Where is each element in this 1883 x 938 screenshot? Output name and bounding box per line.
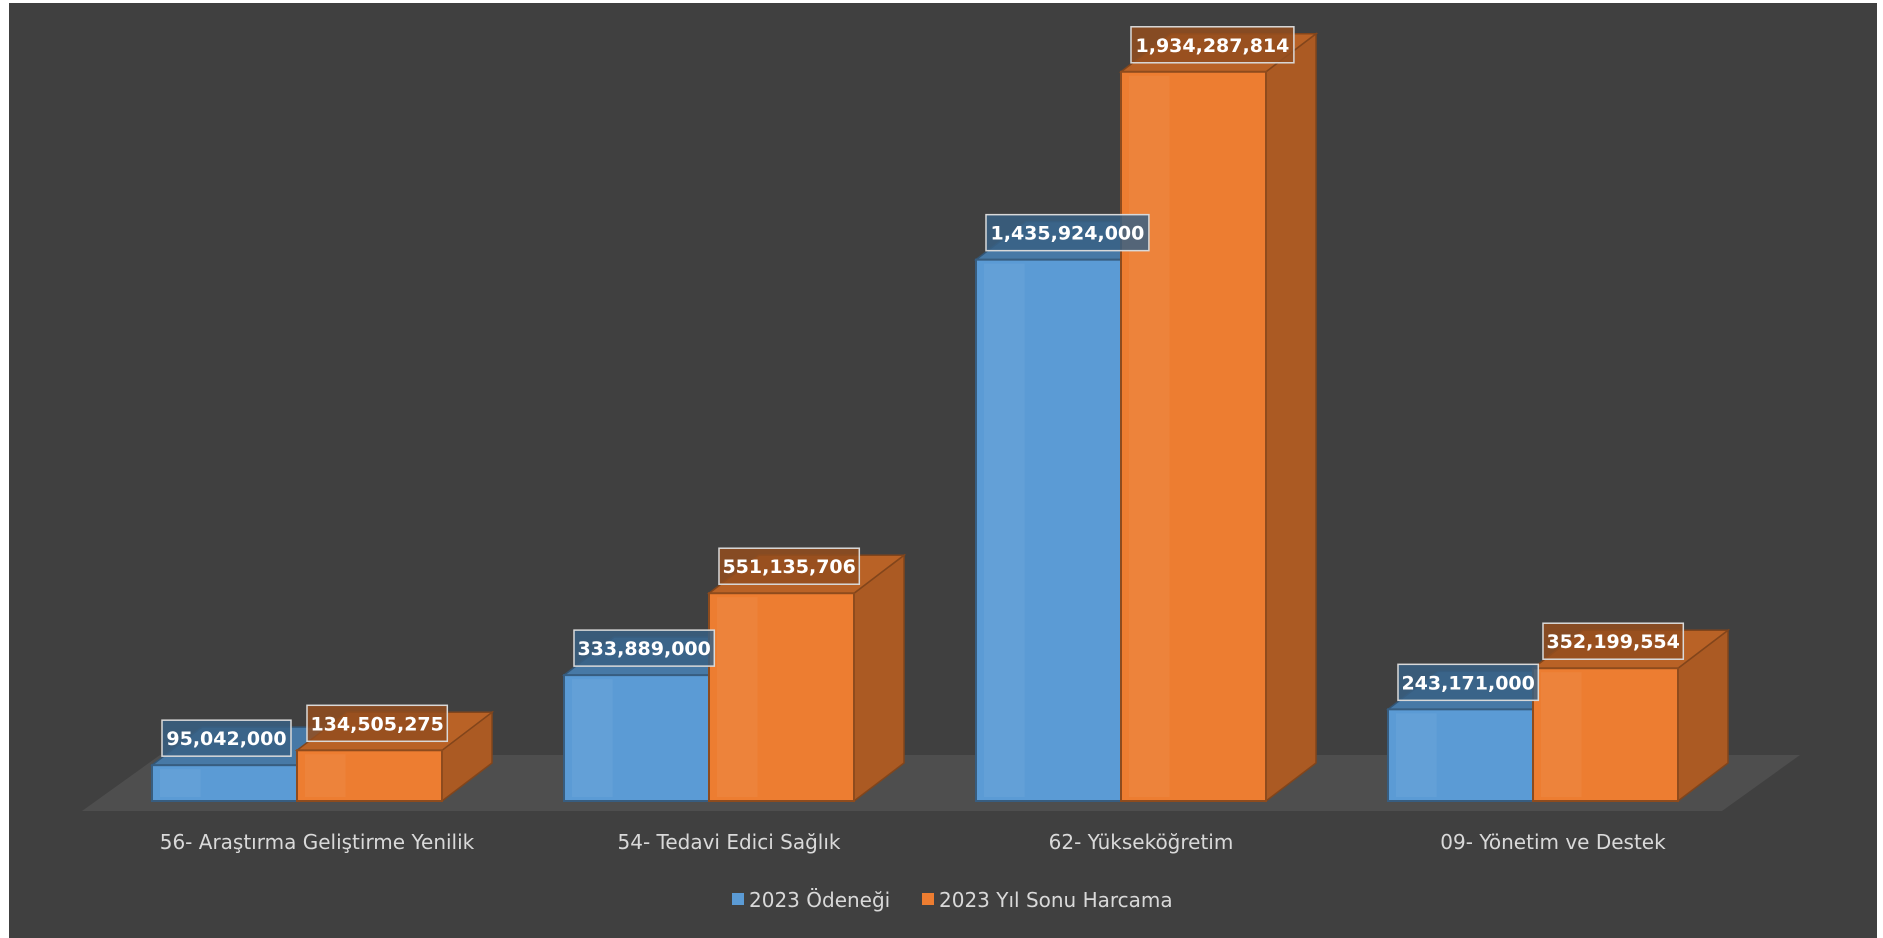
legend: 2023 Ödeneği 2023 Yıl Sonu Harcama <box>732 888 1173 912</box>
chart-floor <box>82 755 1800 811</box>
data-label-1: 134,505,275 <box>306 704 449 743</box>
bar-front-face <box>1532 667 1679 802</box>
data-label-0: 243,171,000 <box>1397 663 1540 702</box>
data-label-1: 551,135,706 <box>718 547 861 585</box>
legend-label: 2023 Yıl Sonu Harcama <box>939 888 1173 912</box>
data-label-box <box>161 719 292 757</box>
category-label: 09- Yönetim ve Destek <box>1440 830 1666 854</box>
bar-highlight <box>305 754 346 797</box>
data-label-value: 333,889,000 <box>577 638 710 660</box>
data-label-value: 134,505,275 <box>310 713 443 735</box>
data-label-value: 95,042,000 <box>166 728 286 750</box>
data-label-0: 95,042,000 <box>161 719 292 757</box>
data-label-0: 333,889,000 <box>573 629 716 667</box>
category-label: 54- Tedavi Edici Sağlık <box>618 830 841 854</box>
bar-highlight <box>984 263 1025 798</box>
bar-front-face <box>296 749 443 802</box>
bar-harcama-1 <box>706 553 907 803</box>
data-label-1: 352,199,554 <box>1542 622 1685 660</box>
bar-side-face <box>1265 32 1317 803</box>
bar-highlight <box>1129 75 1170 797</box>
data-label-box <box>306 704 449 743</box>
bar-front-face <box>708 592 855 803</box>
data-label-value: 243,171,000 <box>1401 672 1534 694</box>
bar-front-face <box>1120 70 1267 802</box>
data-label-value: 352,199,554 <box>1546 631 1679 653</box>
legend-swatch <box>732 893 744 905</box>
category-label: 62- Yükseköğretim <box>1049 830 1234 854</box>
bar-highlight <box>572 679 613 797</box>
data-label-box <box>573 629 716 667</box>
bar-highlight <box>1396 713 1437 797</box>
bar-highlight <box>1541 672 1582 797</box>
bar-front-face <box>975 258 1122 802</box>
bar-highlight <box>717 597 758 797</box>
data-label-box <box>1542 622 1685 660</box>
data-label-box <box>985 213 1150 252</box>
bar-highlight <box>160 769 201 797</box>
data-label-value: 1,435,924,000 <box>991 223 1145 245</box>
data-label-box <box>1397 663 1540 702</box>
data-label-1: 1,934,287,814 <box>1130 26 1295 64</box>
bar-side-face <box>853 553 905 803</box>
bar-front-face <box>563 674 710 802</box>
legend-label: 2023 Ödeneği <box>749 888 890 912</box>
data-label-value: 1,934,287,814 <box>1136 35 1290 57</box>
bar-harcama-2 <box>1118 32 1319 803</box>
data-label-box <box>1130 26 1295 64</box>
category-label: 56- Araştırma Geliştirme Yenilik <box>160 830 475 854</box>
legend-swatch <box>922 893 934 905</box>
data-label-0: 1,435,924,000 <box>985 213 1150 252</box>
data-label-value: 551,135,706 <box>722 556 855 578</box>
data-label-box <box>718 547 861 585</box>
